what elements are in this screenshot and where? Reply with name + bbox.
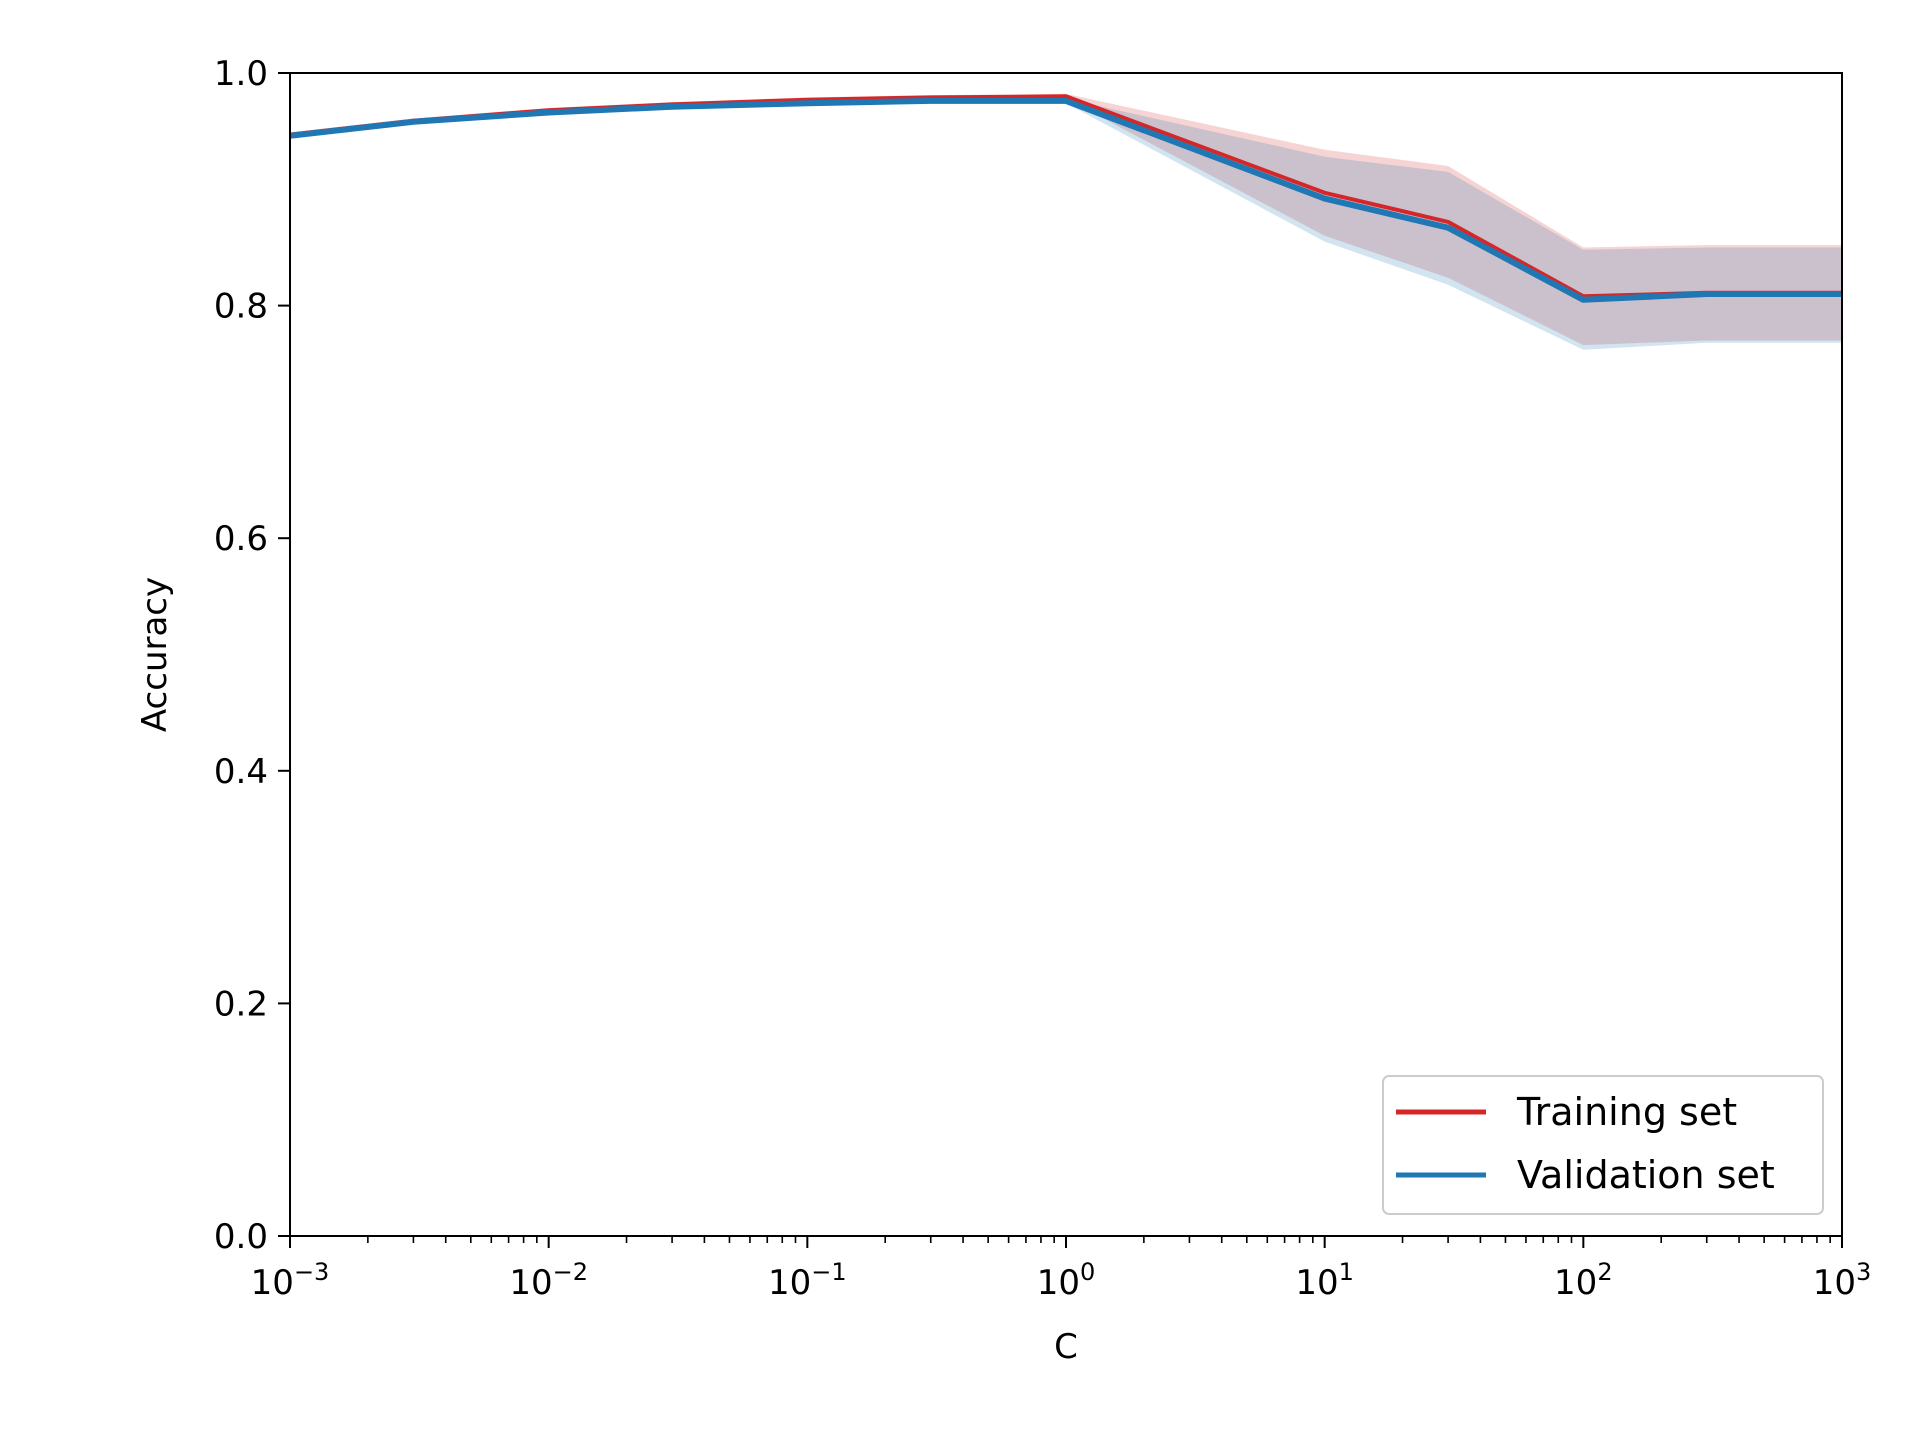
legend: Training set Validation set [1382, 1075, 1824, 1215]
x-tick-label: 102 [1554, 1258, 1613, 1303]
legend-box [1382, 1075, 1824, 1215]
x-tick-label: 103 [1813, 1258, 1872, 1303]
y-axis-label: Accuracy [135, 577, 175, 732]
y-tick-label: 0.4 [214, 752, 268, 792]
x-axis-ticks: 10−3 10−2 10−1 100 101 102 103 [251, 1236, 1872, 1303]
x-tick-label: 10−3 [251, 1258, 330, 1303]
x-tick-label: 10−1 [768, 1258, 847, 1303]
x-tick-label: 100 [1037, 1258, 1096, 1303]
series-lines [289, 94, 1842, 303]
x-axis-label: C [1054, 1327, 1078, 1367]
y-axis-ticks: 0.0 0.2 0.4 0.6 0.8 1.0 [214, 54, 290, 1257]
legend-entry-training: Training set [1516, 1090, 1737, 1134]
y-tick-label: 1.0 [214, 54, 268, 94]
x-tick-label: 10−2 [509, 1258, 588, 1303]
y-tick-label: 0.2 [214, 984, 268, 1024]
series-line-validation [289, 97, 1842, 303]
x-tick-label: 101 [1295, 1258, 1354, 1303]
y-tick-label: 0.6 [214, 519, 268, 559]
band-validation [290, 98, 1842, 350]
y-tick-label: 0.8 [214, 287, 268, 327]
y-tick-label: 0.0 [214, 1217, 268, 1257]
legend-entry-validation: Validation set [1517, 1153, 1775, 1197]
